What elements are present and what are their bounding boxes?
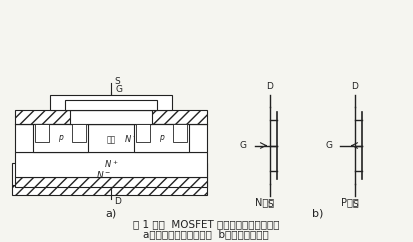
Text: G: G: [240, 141, 247, 150]
Text: G: G: [116, 85, 123, 94]
Text: S: S: [352, 200, 358, 209]
Text: D: D: [114, 197, 121, 205]
Text: $N^-$: $N^-$: [124, 133, 138, 144]
Bar: [35, 124, 49, 142]
Bar: [15, 124, 207, 152]
Text: $N^+$: $N^+$: [36, 129, 47, 137]
Text: S: S: [114, 76, 120, 85]
Text: P沟道: P沟道: [341, 197, 359, 207]
Bar: [12, 185, 207, 195]
Bar: [173, 124, 187, 142]
Bar: [50, 95, 172, 110]
Text: $N^+$: $N^+$: [74, 129, 85, 137]
Bar: [15, 152, 207, 177]
Text: $N^+$: $N^+$: [174, 129, 185, 137]
Text: $N^+$: $N^+$: [138, 129, 149, 137]
Text: G: G: [325, 141, 332, 150]
Text: a）内部结构断面示意图  b）电气图形符号: a）内部结构断面示意图 b）电气图形符号: [143, 229, 269, 239]
Text: p: p: [58, 134, 63, 143]
Text: 图 1 功率  MOSFET 的结构和电气图形符号: 图 1 功率 MOSFET 的结构和电气图形符号: [133, 219, 279, 229]
Bar: [33, 124, 88, 152]
Text: p: p: [159, 134, 164, 143]
Bar: [12, 163, 207, 185]
Bar: [65, 100, 157, 110]
Text: N沟道: N沟道: [255, 197, 275, 207]
Bar: [15, 177, 207, 187]
Text: a): a): [105, 209, 116, 219]
Bar: [15, 110, 207, 124]
Text: G: G: [108, 100, 114, 109]
Text: 沟道: 沟道: [107, 136, 116, 144]
Text: S: S: [267, 200, 273, 209]
Bar: [72, 124, 86, 142]
Text: D: D: [266, 82, 273, 91]
Text: $N^+$: $N^+$: [104, 159, 118, 170]
Text: b): b): [312, 209, 323, 219]
Text: $N^-$: $N^-$: [96, 169, 112, 181]
Bar: [134, 124, 189, 152]
Bar: [70, 110, 152, 124]
Bar: [136, 124, 150, 142]
Text: D: D: [351, 82, 358, 91]
